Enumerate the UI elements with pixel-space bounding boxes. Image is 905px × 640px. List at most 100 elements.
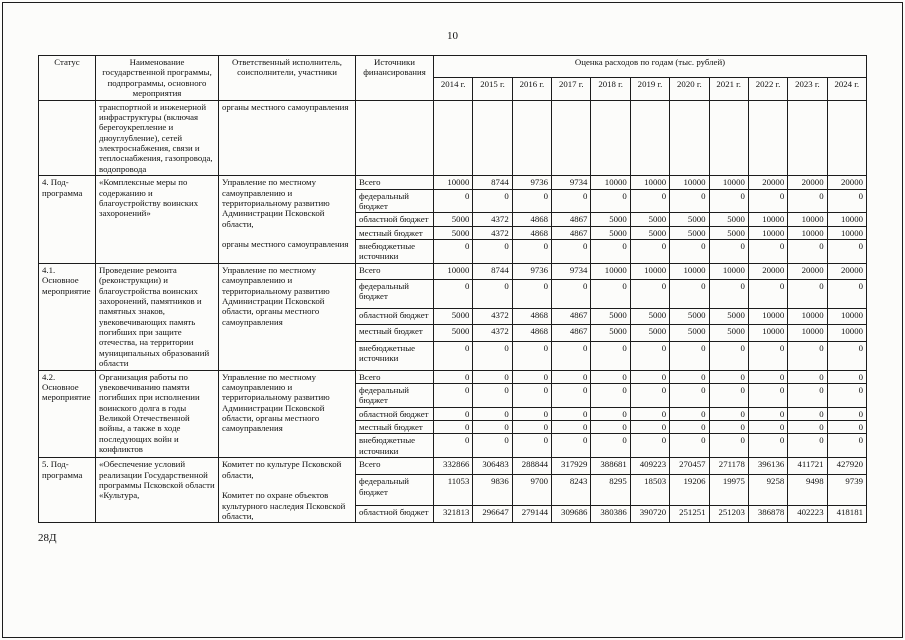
cell-value: 0 xyxy=(708,340,749,371)
cell-status: 4. Под-программа xyxy=(38,175,96,264)
cell-value: 0 xyxy=(551,188,592,214)
cell-funding-source: Всего xyxy=(355,369,434,384)
cell-value: 18503 xyxy=(629,474,671,507)
header-year: 2020 г. xyxy=(669,77,710,101)
cell-value: 5000 xyxy=(432,324,474,342)
table-row: внебюджетные источники 0 0 0 0 0 0 0 0 0 0 0 xyxy=(39,340,868,371)
cell-value: 332866 xyxy=(432,457,474,476)
header-row-years: 2014 г. 2015 г. 2016 г. 2017 г. 2018 г. 2019 … xyxy=(39,77,868,101)
cell-value: 5000 xyxy=(432,212,474,227)
cell-value: 0 xyxy=(669,188,710,214)
cell-executor: Управление по местному самоуправлению и … xyxy=(218,175,356,264)
cell-value: 251251 xyxy=(669,505,710,524)
cell-value xyxy=(472,99,513,177)
cell-value: 4372 xyxy=(472,307,513,326)
cell-value: 4867 xyxy=(551,212,592,227)
cell-value: 10000 xyxy=(590,262,631,281)
cell-value: 10000 xyxy=(826,307,868,326)
cell-value: 10000 xyxy=(787,307,828,326)
header-year: 2023 г. xyxy=(787,77,828,101)
table-row: областной бюджет 321813 296647 279144 309686… xyxy=(39,505,868,524)
cell-funding-source: областной бюджет xyxy=(355,307,434,326)
cell-value: 0 xyxy=(747,433,789,459)
cell-value: 0 xyxy=(747,369,789,384)
cell-value: 4868 xyxy=(511,324,553,342)
table-row: внебюджетные источники 0 0 0 0 0 0 0 0 0 0 0 xyxy=(39,433,868,459)
cell-value: 0 xyxy=(669,406,710,422)
cell-value xyxy=(590,99,631,177)
cell-value: 411721 xyxy=(787,457,828,476)
cell-value: 19975 xyxy=(708,474,749,507)
cell-status xyxy=(38,99,96,177)
table-body: транспортной и инженерной инфраструктуры… xyxy=(38,99,868,524)
cell-name: «Комплексные меры по содержанию и благоу… xyxy=(95,175,219,264)
cell-value: 0 xyxy=(826,419,868,435)
cell-value: 0 xyxy=(708,406,749,422)
cell-value: 10000 xyxy=(629,262,671,281)
cell-value: 10000 xyxy=(669,262,710,281)
cell-value: 0 xyxy=(511,382,553,408)
cell-funding-source: Всего xyxy=(355,175,434,190)
cell-value: 5000 xyxy=(708,324,749,342)
table-row: федеральный бюджет 11053 9836 9700 8243 8295 1… xyxy=(39,474,868,507)
cell-value: 9498 xyxy=(787,474,828,507)
cell-value: 4868 xyxy=(511,225,553,241)
cell-value: 0 xyxy=(511,239,553,264)
cell-value xyxy=(708,99,749,177)
cell-value: 0 xyxy=(551,382,592,408)
cell-value: 20000 xyxy=(826,262,868,281)
cell-value: 0 xyxy=(472,340,513,371)
cell-value: 409223 xyxy=(629,457,671,476)
cell-value: 0 xyxy=(669,239,710,264)
table-row: 4. Под-программа «Комплексные меры по сод… xyxy=(38,175,868,264)
cell-value: 0 xyxy=(826,340,868,371)
cell-value: 10000 xyxy=(747,307,789,326)
cell-value: 418181 xyxy=(826,505,868,524)
cell-value: 4867 xyxy=(551,307,592,326)
cell-value: 5000 xyxy=(590,307,631,326)
cell-value: 5000 xyxy=(629,225,671,241)
cell-value: 380386 xyxy=(590,505,631,524)
cell-value: 0 xyxy=(669,382,710,408)
cell-value: 10000 xyxy=(747,225,789,241)
cell-value: 0 xyxy=(708,239,749,264)
cell-value: 0 xyxy=(590,406,631,422)
cell-value: 0 xyxy=(787,239,828,264)
cell-value: 0 xyxy=(747,340,789,371)
cell-value: 9258 xyxy=(747,474,789,507)
header-year: 2014 г. xyxy=(432,77,474,101)
cell-value: 0 xyxy=(551,279,592,309)
cell-value: 0 xyxy=(708,382,749,408)
cell-value: 0 xyxy=(708,279,749,309)
cell-value: 0 xyxy=(472,406,513,422)
cell-value: 0 xyxy=(629,433,671,459)
cell-value: 0 xyxy=(629,369,671,384)
cell-value: 5000 xyxy=(590,225,631,241)
cell-value: 0 xyxy=(826,369,868,384)
cell-value: 0 xyxy=(787,340,828,371)
cell-value: 309686 xyxy=(551,505,592,524)
cell-name: «Обеспечение условий реализации Государс… xyxy=(95,457,219,524)
cell-value: 5000 xyxy=(669,212,710,227)
cell-value: 0 xyxy=(826,239,868,264)
cell-value: 0 xyxy=(511,433,553,459)
cell-funding-source: областной бюджет xyxy=(355,212,434,227)
cell-funding-source: федеральный бюджет xyxy=(355,474,434,507)
cell-value: 9736 xyxy=(511,262,553,281)
cell-funding-source: внебюджетные источники xyxy=(355,433,434,459)
cell-funding-source: областной бюджет xyxy=(355,406,434,422)
cell-value: 20000 xyxy=(787,262,828,281)
cell-value: 0 xyxy=(669,419,710,435)
cell-funding-source: областной бюджет xyxy=(355,505,434,524)
cell-value: 0 xyxy=(708,433,749,459)
cell-value: 9739 xyxy=(826,474,868,507)
cell-value: 0 xyxy=(511,406,553,422)
cell-value: 20000 xyxy=(747,175,789,190)
table-row: местный бюджет 5000 4372 4868 4867 5000 5000 50… xyxy=(39,324,868,342)
cell-value: 0 xyxy=(826,406,868,422)
table-row: областной бюджет 0 0 0 0 0 0 0 0 0 0 0 xyxy=(39,406,868,422)
header-year: 2018 г. xyxy=(590,77,631,101)
cell-value: 321813 xyxy=(432,505,474,524)
cell-value: 0 xyxy=(590,340,631,371)
cell-value: 0 xyxy=(787,433,828,459)
